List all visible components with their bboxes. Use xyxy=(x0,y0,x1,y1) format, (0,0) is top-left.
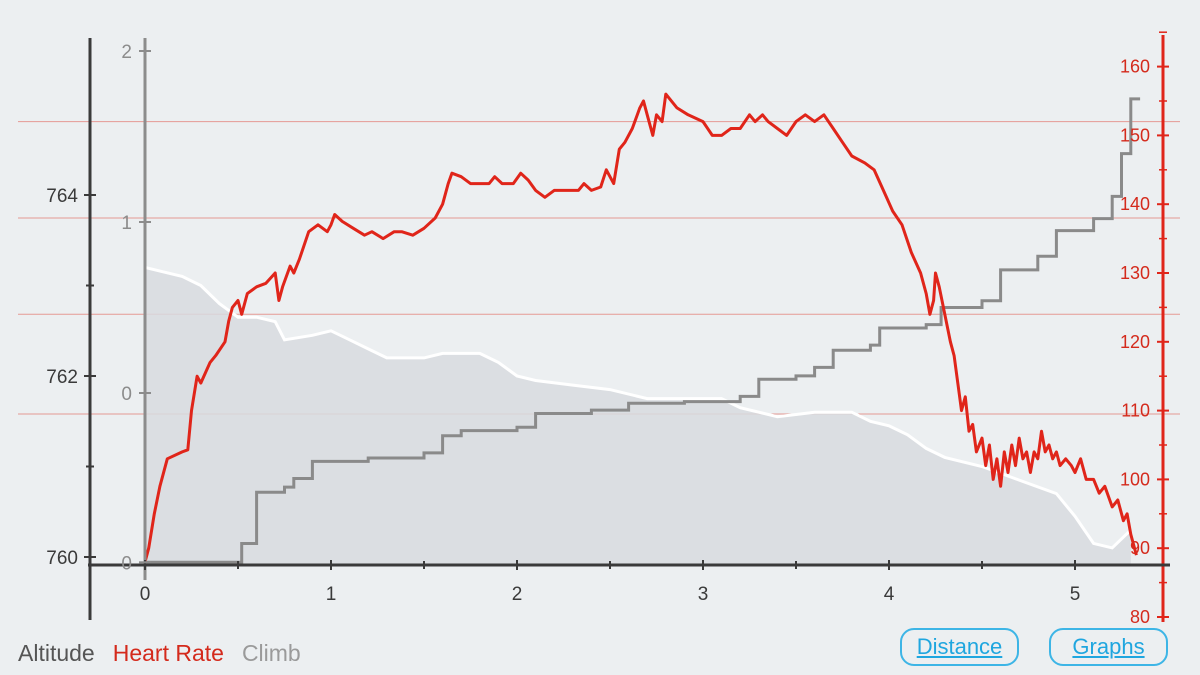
hr-tick-label-100: 100 xyxy=(1120,469,1150,489)
hr-tick-label-140: 140 xyxy=(1120,194,1150,214)
heart-rate-line xyxy=(143,92,1138,563)
climb-tick-label-0: 0 xyxy=(121,553,132,574)
climb-tick-label-2: 1 xyxy=(121,213,132,234)
hr-tick-label-150: 150 xyxy=(1120,125,1150,145)
axes xyxy=(84,31,1170,622)
hr-tick-label-160: 160 xyxy=(1120,57,1150,77)
hr-tick-label-120: 120 xyxy=(1120,332,1150,352)
hr-tick-label-80: 80 xyxy=(1130,607,1150,627)
altitude-tick-label-760: 760 xyxy=(46,548,78,569)
x-tick-label-2: 2 xyxy=(512,584,523,605)
hr-tick-label-130: 130 xyxy=(1120,263,1150,283)
altitude-tick-label-762: 762 xyxy=(46,367,78,388)
chart-area: 0 1 2 3 4 57607627640012809010011012013014015… xyxy=(18,31,1180,627)
hr-tick-label-110: 110 xyxy=(1121,401,1150,421)
legend: Altitude Heart Rate Climb xyxy=(18,640,301,667)
altitude-area xyxy=(145,267,1131,565)
legend-heart-rate: Heart Rate xyxy=(112,640,224,666)
x-tick-label-5: 5 xyxy=(1070,584,1081,605)
legend-climb: Climb xyxy=(241,640,301,666)
axis-labels: 0 1 2 3 4 57607627640012809010011012013014015… xyxy=(46,42,1150,627)
altitude-line xyxy=(144,265,1132,550)
x-tick-label-1: 1 xyxy=(326,584,337,605)
graphs-button[interactable]: Graphs xyxy=(1049,628,1168,666)
altitude-tick-label-764: 764 xyxy=(46,186,78,207)
climb-line xyxy=(145,97,1141,564)
legend-altitude: Altitude xyxy=(18,640,95,666)
hr-tick-label-90: 90 xyxy=(1130,538,1150,558)
x-tick-label-0: 0 xyxy=(140,584,151,605)
climb-tick-label-3: 2 xyxy=(121,42,132,63)
x-tick-label-3: 3 xyxy=(698,584,709,605)
x-tick-label-4: 4 xyxy=(884,584,895,605)
climb-tick-label-1: 0 xyxy=(121,384,132,405)
distance-button[interactable]: Distance xyxy=(900,628,1019,666)
